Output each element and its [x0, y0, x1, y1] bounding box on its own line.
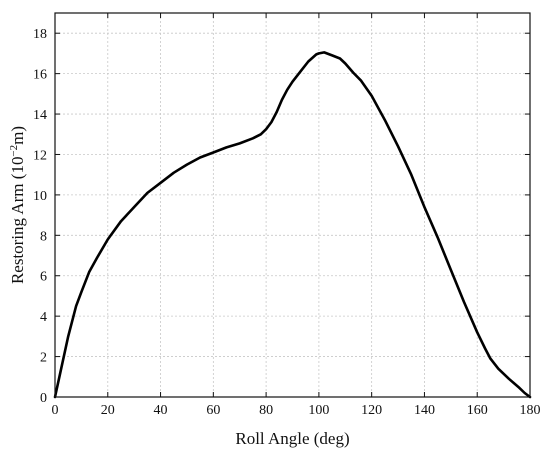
y-tick-label: 10	[33, 189, 47, 204]
y-tick-label: 12	[33, 148, 47, 163]
x-tick-label: 20	[101, 403, 115, 418]
plot-frame	[54, 12, 531, 398]
axis-ticks: 0 20 40 60 80 100 120 140 160 180 0 2 4 6 8 10 12 14 16 18	[33, 13, 541, 418]
y-tick-label: 16	[33, 68, 47, 83]
y-tick-label: 2	[40, 351, 47, 366]
x-tick-label: 160	[467, 403, 488, 418]
y-axis-title: Restoring Arm (10−2m)	[8, 126, 27, 284]
x-axis-title: Roll Angle (deg)	[235, 429, 349, 448]
x-tick-label: 40	[154, 403, 168, 418]
x-tick-label: 120	[361, 403, 382, 418]
x-tick-label: 0	[52, 403, 59, 418]
grid	[55, 13, 530, 397]
x-tick-label: 180	[520, 403, 541, 418]
y-axis-title-unit: m)	[8, 126, 27, 145]
y-axis-title-exponent: −2	[8, 145, 20, 157]
y-axis-title-base: Restoring Arm (10	[8, 157, 27, 285]
x-tick-label: 60	[206, 403, 220, 418]
x-tick-label: 80	[259, 403, 273, 418]
y-tick-label: 0	[40, 391, 47, 406]
y-tick-label: 14	[33, 108, 47, 123]
y-tick-label: 8	[40, 229, 47, 244]
y-tick-label: 4	[40, 310, 47, 325]
x-tick-label: 140	[414, 403, 435, 418]
y-tick-label: 6	[40, 270, 47, 285]
y-tick-label: 18	[33, 27, 47, 42]
restoring-arm-curve	[53, 51, 532, 399]
x-tick-label: 100	[308, 403, 329, 418]
